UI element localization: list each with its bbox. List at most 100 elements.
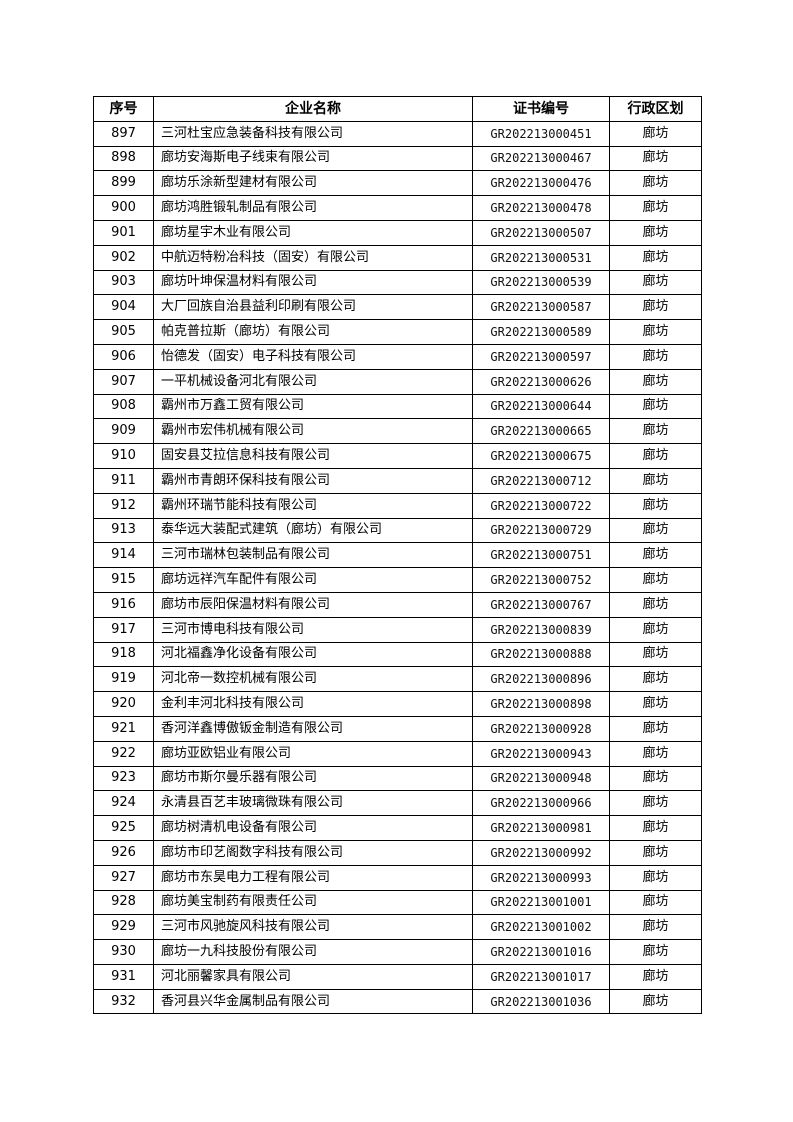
company-name-cell: 廊坊远祥汽车配件有限公司 [153, 567, 473, 593]
table-row: 921 香河洋鑫博傲钣金制造有限公司 GR202213000928 廊坊 [93, 715, 702, 742]
region-cell: 廊坊 [609, 244, 702, 271]
table-row: 911 霸州市青朗环保科技有限公司 GR202213000712 廊坊 [93, 467, 702, 494]
serial-no-cell: 903 [93, 269, 154, 296]
company-name-cell: 三河市风驰旋风科技有限公司 [153, 914, 473, 941]
table-row: 912 霸州环瑞节能科技有限公司 GR202213000722 廊坊 [93, 492, 702, 519]
certificate-no-cell: GR202213000531 [472, 244, 610, 271]
region-cell: 廊坊 [609, 195, 702, 221]
company-name-cell: 廊坊市东昊电力工程有限公司 [153, 864, 473, 891]
region-cell: 廊坊 [609, 765, 702, 792]
region-cell: 廊坊 [609, 393, 702, 420]
serial-no-cell: 900 [93, 195, 154, 221]
region-cell: 廊坊 [609, 170, 702, 197]
enterprise-table: 序号 企业名称 证书编号 行政区划 897 三河杜宝应急装备科技有限公司 GR202… [93, 96, 702, 1015]
company-name-cell: 廊坊叶坤保温材料有限公司 [153, 269, 473, 296]
certificate-no-cell: GR202213000665 [472, 418, 610, 445]
company-name-cell: 香河洋鑫博傲钣金制造有限公司 [153, 715, 473, 742]
region-cell: 廊坊 [609, 963, 702, 990]
company-name-cell: 霸州市万鑫工贸有限公司 [153, 393, 473, 420]
company-name-cell: 香河县兴华金属制品有限公司 [153, 988, 473, 1015]
serial-no-cell: 920 [93, 691, 154, 717]
region-cell: 廊坊 [609, 567, 702, 593]
serial-no-cell: 905 [93, 319, 154, 345]
certificate-no-cell: GR202213000981 [472, 815, 610, 841]
region-cell: 廊坊 [609, 343, 702, 370]
serial-no-cell: 898 [93, 145, 154, 172]
serial-no-cell: 924 [93, 790, 154, 817]
serial-no-cell: 922 [93, 740, 154, 767]
company-name-cell: 廊坊树清机电设备有限公司 [153, 815, 473, 841]
region-cell: 廊坊 [609, 914, 702, 941]
header-region: 行政区划 [609, 96, 702, 122]
certificate-no-cell: GR202213000712 [472, 467, 610, 494]
serial-no-cell: 923 [93, 765, 154, 792]
region-cell: 廊坊 [609, 269, 702, 296]
company-name-cell: 泰华远大装配式建筑（廊坊）有限公司 [153, 517, 473, 544]
certificate-no-cell: GR202213000896 [472, 666, 610, 693]
table-row: 897 三河杜宝应急装备科技有限公司 GR202213000451 廊坊 [93, 120, 702, 147]
company-name-cell: 永清县百艺丰玻璃微珠有限公司 [153, 790, 473, 817]
table-row: 930 廊坊一九科技股份有限公司 GR202213001016 廊坊 [93, 939, 702, 965]
company-name-cell: 廊坊安海斯电子线束有限公司 [153, 145, 473, 172]
region-cell: 廊坊 [609, 691, 702, 717]
company-name-cell: 廊坊市印艺阁数字科技有限公司 [153, 839, 473, 866]
table-row: 908 霸州市万鑫工贸有限公司 GR202213000644 廊坊 [93, 393, 702, 420]
certificate-no-cell: GR202213000589 [472, 319, 610, 345]
certificate-no-cell: GR202213000948 [472, 765, 610, 792]
table-row: 904 大厂回族自治县益利印刷有限公司 GR202213000587 廊坊 [93, 294, 702, 321]
serial-no-cell: 918 [93, 641, 154, 668]
company-name-cell: 廊坊一九科技股份有限公司 [153, 939, 473, 965]
table-row: 899 廊坊乐涂新型建材有限公司 GR202213000476 廊坊 [93, 170, 702, 197]
region-cell: 廊坊 [609, 219, 702, 246]
region-cell: 廊坊 [609, 467, 702, 494]
table-row: 919 河北帝一数控机械有限公司 GR202213000896 廊坊 [93, 666, 702, 693]
table-row: 906 怡德发（固安）电子科技有限公司 GR202213000597 廊坊 [93, 343, 702, 370]
region-cell: 廊坊 [609, 591, 702, 618]
certificate-no-cell: GR202213000675 [472, 443, 610, 469]
certificate-no-cell: GR202213000943 [472, 740, 610, 767]
serial-no-cell: 916 [93, 591, 154, 618]
table-row: 924 永清县百艺丰玻璃微珠有限公司 GR202213000966 廊坊 [93, 790, 702, 817]
certificate-no-cell: GR202213000626 [472, 368, 610, 395]
region-cell: 廊坊 [609, 517, 702, 544]
table-row: 915 廊坊远祥汽车配件有限公司 GR202213000752 廊坊 [93, 567, 702, 593]
table-row: 900 廊坊鸿胜锻轧制品有限公司 GR202213000478 廊坊 [93, 195, 702, 221]
company-name-cell: 一平机械设备河北有限公司 [153, 368, 473, 395]
certificate-no-cell: GR202213000993 [472, 864, 610, 891]
serial-no-cell: 921 [93, 715, 154, 742]
region-cell: 廊坊 [609, 988, 702, 1015]
serial-no-cell: 917 [93, 616, 154, 643]
header-certificate-no: 证书编号 [472, 96, 610, 122]
certificate-no-cell: GR202213000507 [472, 219, 610, 246]
certificate-no-cell: GR202213000539 [472, 269, 610, 296]
region-cell: 廊坊 [609, 120, 702, 147]
certificate-no-cell: GR202213001002 [472, 914, 610, 941]
region-cell: 廊坊 [609, 542, 702, 569]
company-name-cell: 霸州环瑞节能科技有限公司 [153, 492, 473, 519]
serial-no-cell: 913 [93, 517, 154, 544]
table-header-row: 序号 企业名称 证书编号 行政区划 [93, 96, 702, 122]
company-name-cell: 廊坊美宝制药有限责任公司 [153, 889, 473, 916]
serial-no-cell: 907 [93, 368, 154, 395]
region-cell: 廊坊 [609, 790, 702, 817]
table-row: 913 泰华远大装配式建筑（廊坊）有限公司 GR202213000729 廊坊 [93, 517, 702, 544]
region-cell: 廊坊 [609, 145, 702, 172]
region-cell: 廊坊 [609, 939, 702, 965]
region-cell: 廊坊 [609, 666, 702, 693]
table-row: 929 三河市风驰旋风科技有限公司 GR202213001002 廊坊 [93, 914, 702, 941]
table-row: 927 廊坊市东昊电力工程有限公司 GR202213000993 廊坊 [93, 864, 702, 891]
company-name-cell: 廊坊乐涂新型建材有限公司 [153, 170, 473, 197]
table-row: 914 三河市瑞林包装制品有限公司 GR202213000751 廊坊 [93, 542, 702, 569]
region-cell: 廊坊 [609, 839, 702, 866]
company-name-cell: 帕克普拉斯（廊坊）有限公司 [153, 319, 473, 345]
certificate-no-cell: GR202213000752 [472, 567, 610, 593]
region-cell: 廊坊 [609, 492, 702, 519]
serial-no-cell: 899 [93, 170, 154, 197]
company-name-cell: 金利丰河北科技有限公司 [153, 691, 473, 717]
certificate-no-cell: GR202213000451 [472, 120, 610, 147]
certificate-no-cell: GR202213000476 [472, 170, 610, 197]
serial-no-cell: 919 [93, 666, 154, 693]
table-row: 909 霸州市宏伟机械有限公司 GR202213000665 廊坊 [93, 418, 702, 445]
table-row: 916 廊坊市辰阳保温材料有限公司 GR202213000767 廊坊 [93, 591, 702, 618]
table-row: 917 三河市博电科技有限公司 GR202213000839 廊坊 [93, 616, 702, 643]
